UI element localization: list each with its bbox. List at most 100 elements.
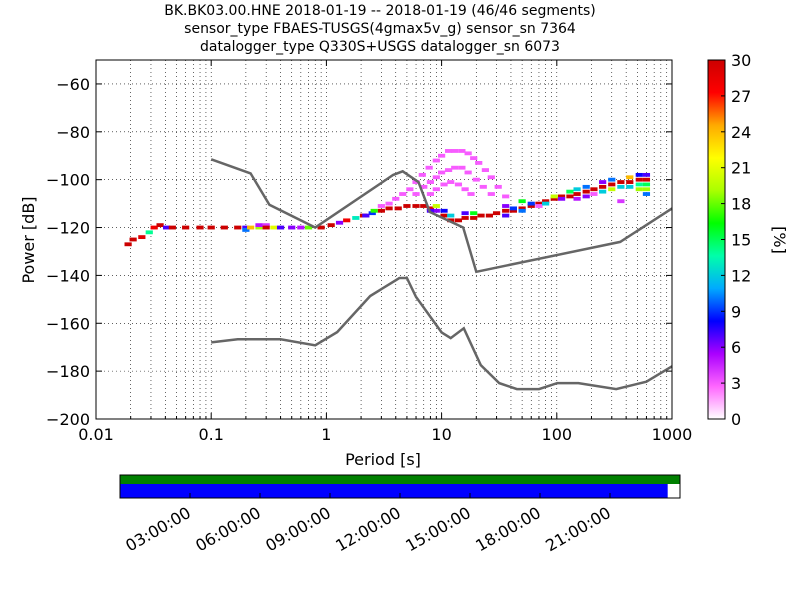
pdf-cell <box>599 180 607 184</box>
pdf-cell <box>475 160 483 165</box>
pdf-cell <box>242 225 250 230</box>
pdf-cell <box>432 175 440 180</box>
noise-model-nlnm <box>211 276 673 391</box>
pdf-cell <box>502 213 510 218</box>
pdf-cell <box>317 225 325 230</box>
pdf-cell <box>642 192 651 196</box>
time-tick-label: 12:00:00 <box>332 503 404 555</box>
pdf-cell <box>573 187 581 192</box>
pdf-cell <box>438 153 446 158</box>
noise-model-nhnm <box>210 158 673 274</box>
pdf-cell <box>642 182 651 187</box>
y-tick-label: −120 <box>46 219 90 238</box>
pdf-cell <box>418 172 426 177</box>
colorbar-tick-label: 9 <box>731 302 741 321</box>
pdf-cell <box>399 192 407 196</box>
pdf-cell <box>262 225 270 230</box>
pdf-cell <box>362 213 370 218</box>
title-line-3: datalogger_type Q330S+USGS datalogger_sn… <box>200 39 560 55</box>
pdf-cell <box>472 177 480 182</box>
availability-top-band <box>120 475 680 484</box>
pdf-cell <box>458 149 466 153</box>
colorbar-tick-label: 0 <box>731 410 741 429</box>
pdf-cell <box>461 187 469 192</box>
title-line-2: sensor_type FBAES-TUSGS(4gmax5v_g) senso… <box>184 21 576 37</box>
pdf-cell <box>182 225 190 230</box>
pdf-cell <box>168 225 176 230</box>
colorbar-ticks: 0 3 6 9 12 15 18 21 24 27 30 <box>721 51 751 429</box>
pdf-cell <box>550 196 558 201</box>
pdf-cell <box>470 216 478 220</box>
pdf-cell <box>394 206 402 211</box>
availability-bar: 03:00:0006:00:0009:00:0012:00:0015:00:00… <box>119 474 681 555</box>
pdf-cell <box>617 199 625 204</box>
pdf-cell <box>412 180 420 184</box>
pdf-cell <box>509 206 517 211</box>
pdf-cell <box>156 223 164 228</box>
x-tick-label: 10 <box>431 425 451 444</box>
pdf-cell <box>626 184 634 189</box>
x-tick-label: 100 <box>542 425 573 444</box>
colorbar-tick-label: 12 <box>731 266 751 285</box>
pdf-cell <box>451 165 459 170</box>
pdf-cell <box>288 225 296 230</box>
pdf-cell <box>370 208 378 213</box>
pdf-cell <box>377 204 385 208</box>
axes: 0.01 0.1 1 10 100 1000 −200 −180 −160 −140 −120 −10… <box>46 60 692 444</box>
pdf-cell <box>145 230 153 235</box>
pdf-cell <box>440 213 448 218</box>
pdf-cell <box>642 187 651 192</box>
pdf-cell <box>262 223 270 228</box>
pdf-cell <box>479 184 487 189</box>
pdf-cell <box>352 216 360 220</box>
pdf-cell <box>403 204 411 208</box>
pdf-cell <box>542 201 550 206</box>
time-tick-label: 15:00:00 <box>402 503 474 555</box>
pdf-cell <box>220 225 228 230</box>
time-tick-label: 03:00:00 <box>122 503 194 555</box>
pdf-cell <box>487 192 495 196</box>
pdf-cell <box>447 180 455 184</box>
pdf-cell <box>599 189 607 194</box>
colorbar-tick-label: 6 <box>731 338 741 357</box>
plot-frame <box>95 59 673 420</box>
pdf-cell <box>502 204 510 208</box>
colorbar-tick-label: 18 <box>731 195 751 214</box>
pdf-cell <box>247 225 255 230</box>
x-axis-label: Period [s] <box>345 450 421 469</box>
pdf-cell <box>138 235 146 240</box>
x-tick-label: 1000 <box>652 425 693 444</box>
time-tick-label: 06:00:00 <box>192 503 264 555</box>
pdf-cell <box>509 208 517 213</box>
pdf-cell <box>487 175 495 180</box>
pdf-cell <box>412 204 420 208</box>
pdf-cell <box>590 192 598 196</box>
pdf-cell <box>635 177 643 182</box>
x-tick-label: 0.01 <box>78 425 114 444</box>
pdf-cell <box>617 180 625 184</box>
pdf-cell <box>432 208 440 213</box>
pdf-cell <box>518 206 526 211</box>
pdf-cell <box>464 151 472 156</box>
pdf-cell <box>599 184 607 189</box>
pdf-cell <box>444 149 453 153</box>
pdf-cell <box>527 204 535 208</box>
pdf-cell <box>573 196 581 201</box>
colorbar-tick-label: 3 <box>731 374 741 393</box>
pdf-cell <box>461 211 469 216</box>
pdf-cell <box>566 194 574 199</box>
pdf-cell <box>327 223 335 228</box>
pdf-cell <box>270 225 278 230</box>
x-tick-label: 0.1 <box>198 425 223 444</box>
pdf-cell <box>470 156 478 161</box>
pdf-cell <box>494 184 502 189</box>
pdf-cell <box>542 199 550 204</box>
colorbar-tick-label: 15 <box>731 231 751 250</box>
pdf-cell <box>502 194 510 199</box>
pdf-cell <box>432 204 440 208</box>
pdf-cell <box>377 208 385 213</box>
pdf-cell <box>447 213 455 218</box>
pdf-cell <box>626 180 634 184</box>
pdf-cell <box>582 189 590 194</box>
